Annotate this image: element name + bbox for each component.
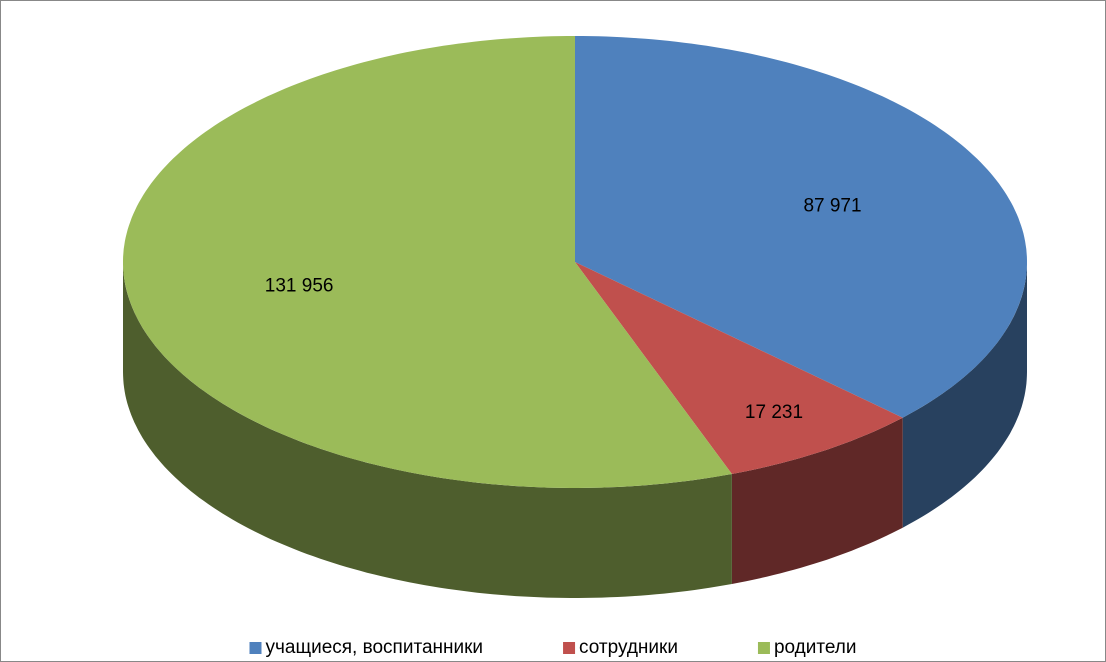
legend-label: родители xyxy=(774,637,857,658)
legend-swatch xyxy=(249,642,262,654)
slice-side xyxy=(123,262,732,598)
slice-side xyxy=(731,417,903,584)
data-label: 17 231 xyxy=(745,402,803,423)
slice-side xyxy=(902,262,1027,528)
slice xyxy=(123,36,732,488)
legend-swatch xyxy=(757,642,770,654)
legend-label: сотрудники xyxy=(579,637,678,658)
legend-swatch xyxy=(563,642,576,654)
data-label: 131 956 xyxy=(265,276,334,297)
data-label: 87 971 xyxy=(803,196,861,217)
slice xyxy=(575,36,1027,418)
slice xyxy=(575,262,903,474)
legend-label: учащиеся, воспитанники xyxy=(265,637,483,658)
